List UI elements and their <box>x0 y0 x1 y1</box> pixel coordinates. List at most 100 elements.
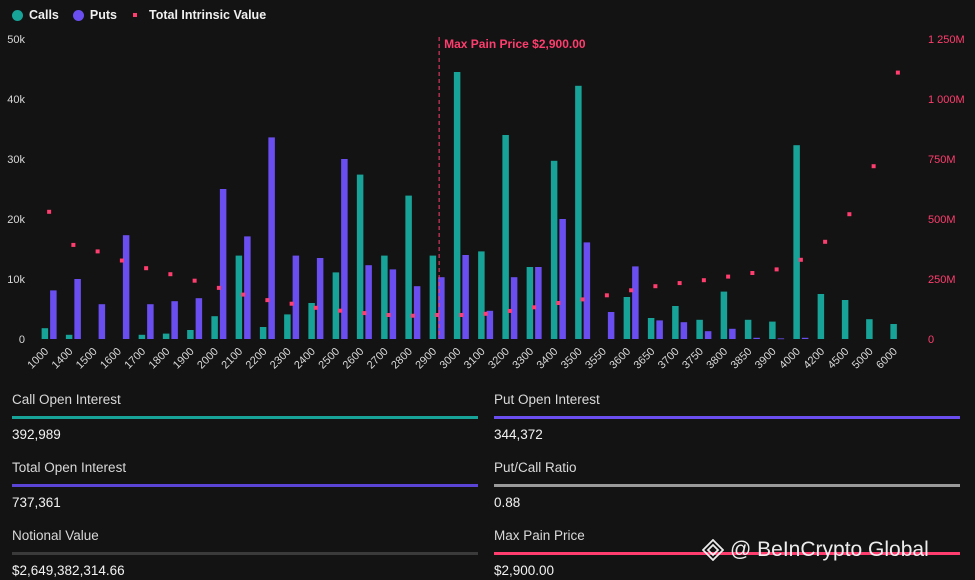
put-bar <box>389 269 397 339</box>
put-bar <box>50 290 57 339</box>
legend-intrinsic[interactable]: Total Intrinsic Value <box>131 8 266 22</box>
call-bar <box>866 319 873 339</box>
call-bar <box>235 255 243 339</box>
call-bar <box>793 145 800 339</box>
call-bar <box>381 255 388 339</box>
intrinsic-value-point <box>192 278 197 283</box>
stat-notional-bar <box>12 552 478 555</box>
intrinsic-value-point <box>483 311 488 316</box>
intrinsic-value-point <box>580 297 585 302</box>
call-bar <box>526 267 534 339</box>
y-left-tick-label: 50k <box>7 34 25 46</box>
x-tick-label: 3300 <box>510 346 536 372</box>
calls-dot-icon <box>12 9 23 21</box>
call-bar <box>478 251 485 339</box>
x-tick-label: 2400 <box>292 346 318 372</box>
intrinsic-value-point <box>629 288 634 293</box>
stat-pc-ratio-bar <box>494 484 960 487</box>
intrinsic-value-point <box>507 308 512 313</box>
stat-max-pain-bar <box>494 552 960 555</box>
x-tick-label: 3550 <box>583 346 609 372</box>
put-bar <box>753 337 760 339</box>
put-bar <box>292 255 300 339</box>
intrinsic-value-point <box>895 70 900 75</box>
intrinsic-value-point <box>289 301 294 306</box>
intrinsic-value-point <box>556 301 561 305</box>
put-bar <box>801 337 809 339</box>
legend-calls[interactable]: Calls <box>12 8 59 22</box>
call-bar <box>647 318 655 339</box>
intrinsic-value-point <box>362 311 367 316</box>
put-bar <box>462 255 469 339</box>
intrinsic-value-point <box>726 274 731 279</box>
stat-put-oi: Put Open Interest 344,372 <box>494 391 960 444</box>
intrinsic-value-point <box>241 292 246 297</box>
call-bar <box>211 316 218 339</box>
intrinsic-value-point <box>532 305 537 310</box>
call-bar <box>672 306 679 339</box>
puts-dot-icon <box>72 9 84 21</box>
stat-pc-ratio-value: 0.88 <box>494 495 521 510</box>
x-tick-label: 3500 <box>559 346 585 372</box>
stat-call-oi-label: Call Open Interest <box>12 392 121 407</box>
x-tick-label: 1800 <box>147 346 173 372</box>
y-left-tick-label: 10k <box>7 274 25 286</box>
call-bar <box>187 330 194 339</box>
x-tick-label: 2300 <box>268 346 294 372</box>
x-tick-label: 1900 <box>171 346 197 372</box>
put-bar <box>680 322 688 339</box>
stat-max-pain-label: Max Pain Price <box>494 528 585 543</box>
y-right-tick-label: 1 250M <box>928 34 965 46</box>
put-bar <box>438 277 445 339</box>
intrinsic-value-point <box>701 278 706 283</box>
intrinsic-value-point <box>95 249 100 254</box>
x-tick-label: 1500 <box>74 346 100 372</box>
intrinsic-value-point <box>459 313 464 317</box>
x-tick-label: 2700 <box>365 346 391 372</box>
legend-puts[interactable]: Puts <box>72 8 117 22</box>
call-bar <box>575 85 582 339</box>
chart-container: Calls Puts Total Intrinsic Value 0 10k 20k… <box>7 8 965 372</box>
call-bar <box>502 135 509 339</box>
put-bar <box>365 265 372 339</box>
y-left-tick-label: 0 <box>19 334 25 346</box>
x-tick-label: 6000 <box>874 346 900 372</box>
intrinsic-value-point <box>774 267 779 272</box>
call-bar <box>453 72 461 339</box>
x-tick-label: 3200 <box>486 346 512 372</box>
x-tick-label: 3100 <box>462 346 488 372</box>
intrinsic-value-point <box>71 242 76 247</box>
stat-call-oi-value: 392,989 <box>12 427 61 442</box>
x-tick-label: 1000 <box>25 346 51 372</box>
call-bar <box>41 328 49 339</box>
call-bar <box>720 291 728 339</box>
watermark-text: @ BeInCrypto Global <box>730 538 929 561</box>
put-bar <box>147 304 154 339</box>
x-tick-label: 3850 <box>729 346 755 372</box>
call-bar <box>284 314 291 339</box>
stat-pc-ratio-label: Put/Call Ratio <box>494 460 577 475</box>
intrinsic-value-point <box>871 164 876 169</box>
call-bar <box>308 303 315 339</box>
call-bar <box>550 160 558 339</box>
call-bar <box>162 333 170 339</box>
y-right-tick-label: 750M <box>928 154 956 166</box>
x-tick-label: 4200 <box>801 346 827 372</box>
intrinsic-value-point <box>653 284 658 289</box>
put-bar <box>704 331 712 339</box>
put-bar <box>122 235 130 339</box>
intrinsic-value-point <box>313 305 318 310</box>
intrinsic-square-icon <box>132 13 137 17</box>
stat-notional-label: Notional Value <box>12 528 99 543</box>
put-bar <box>729 328 736 339</box>
put-bar <box>583 242 591 339</box>
stat-notional-value: $2,649,382,314.66 <box>12 563 125 578</box>
diamond-logo-icon <box>702 539 724 561</box>
put-bar <box>510 277 518 339</box>
put-bar <box>632 266 639 339</box>
stat-call-oi: Call Open Interest 392,989 <box>12 391 478 444</box>
x-tick-label: 2500 <box>316 346 342 372</box>
x-tick-label: 4000 <box>777 346 803 372</box>
intrinsic-value-point <box>750 271 755 275</box>
stat-total-oi-value: 737,361 <box>12 495 61 510</box>
